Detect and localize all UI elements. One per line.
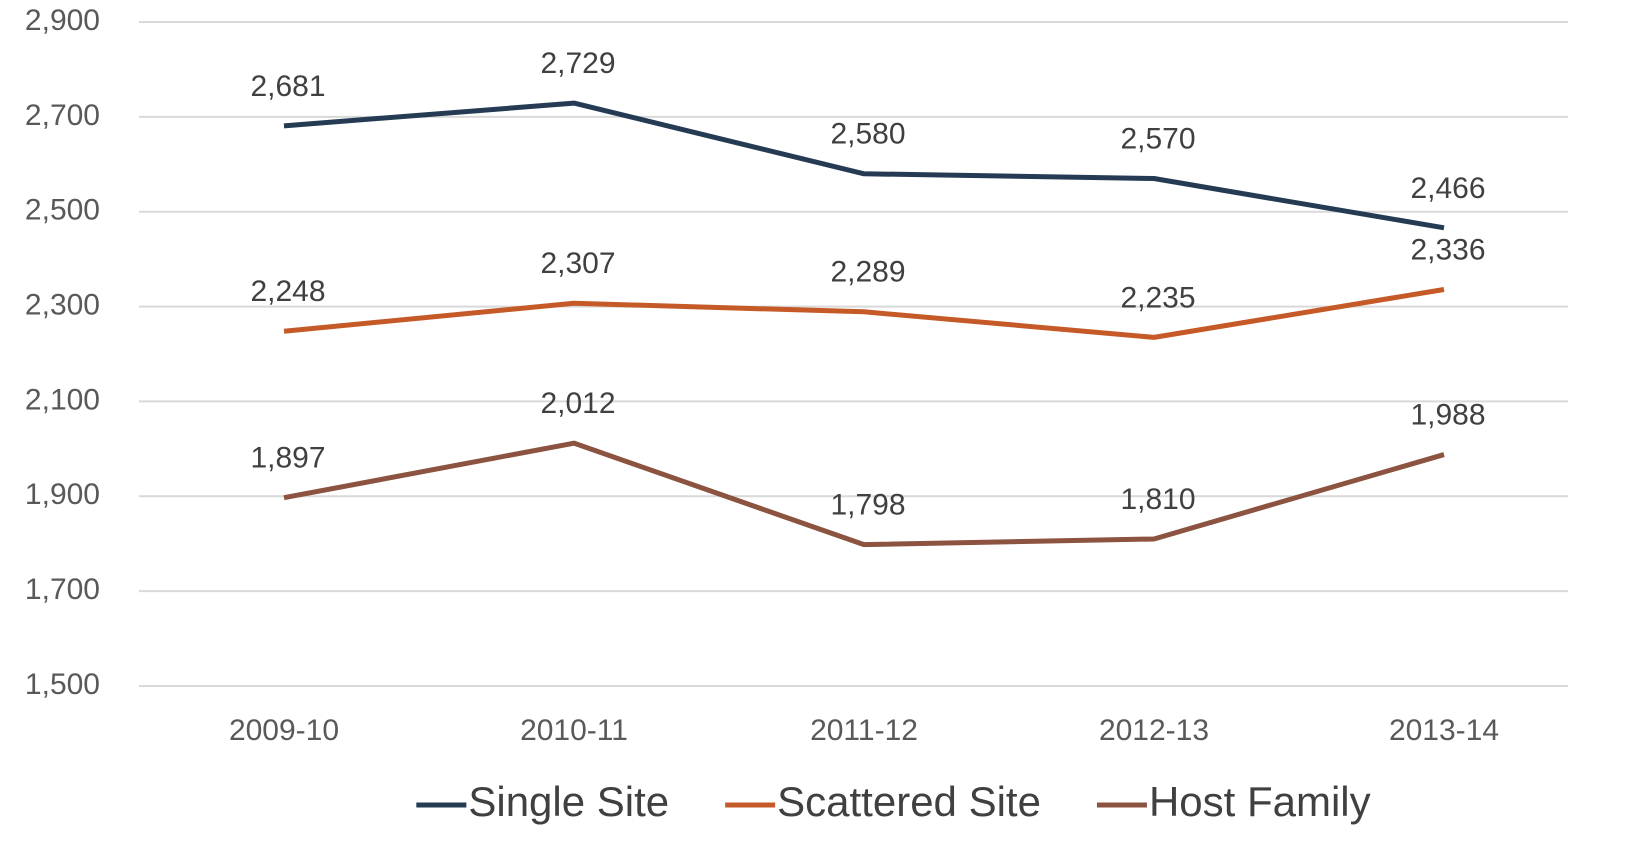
data-label: 2,012 bbox=[540, 387, 615, 420]
data-label: 1,988 bbox=[1410, 398, 1485, 431]
series-line bbox=[283, 100, 1445, 231]
data-label: 2,580 bbox=[830, 118, 905, 151]
x-tick-label: 2012-13 bbox=[1099, 714, 1209, 747]
y-tick-label: 1,900 bbox=[25, 478, 100, 511]
data-label: 2,289 bbox=[830, 256, 905, 289]
legend-label: Scattered Site bbox=[777, 778, 1041, 825]
y-tick-label: 2,700 bbox=[25, 99, 100, 132]
y-tick-label: 2,100 bbox=[25, 383, 100, 416]
series-line bbox=[283, 440, 1445, 548]
legend-label: Host Family bbox=[1149, 778, 1371, 825]
y-tick-label: 2,500 bbox=[25, 194, 100, 227]
data-label: 2,248 bbox=[250, 275, 325, 308]
y-tick-label: 1,700 bbox=[25, 573, 100, 606]
x-tick-label: 2011-12 bbox=[810, 714, 918, 747]
data-label: 2,681 bbox=[250, 70, 325, 103]
x-tick-label: 2013-14 bbox=[1389, 714, 1499, 747]
y-tick-label: 2,900 bbox=[25, 4, 100, 37]
y-tick-label: 1,500 bbox=[25, 668, 100, 701]
data-label: 2,336 bbox=[1410, 233, 1485, 266]
series-line bbox=[283, 287, 1445, 340]
data-label: 2,235 bbox=[1120, 281, 1195, 314]
x-tick-label: 2010-11 bbox=[520, 714, 628, 747]
data-label: 1,810 bbox=[1120, 483, 1195, 516]
data-label: 1,897 bbox=[250, 442, 325, 475]
data-label: 2,570 bbox=[1120, 122, 1195, 155]
data-label: 1,798 bbox=[830, 489, 905, 522]
x-tick-label: 2009-10 bbox=[229, 714, 339, 747]
y-tick-label: 2,300 bbox=[25, 288, 100, 321]
legend-label: Single Site bbox=[468, 778, 669, 825]
data-label: 2,729 bbox=[540, 47, 615, 80]
data-label: 2,307 bbox=[540, 247, 615, 280]
data-label: 2,466 bbox=[1410, 172, 1485, 205]
